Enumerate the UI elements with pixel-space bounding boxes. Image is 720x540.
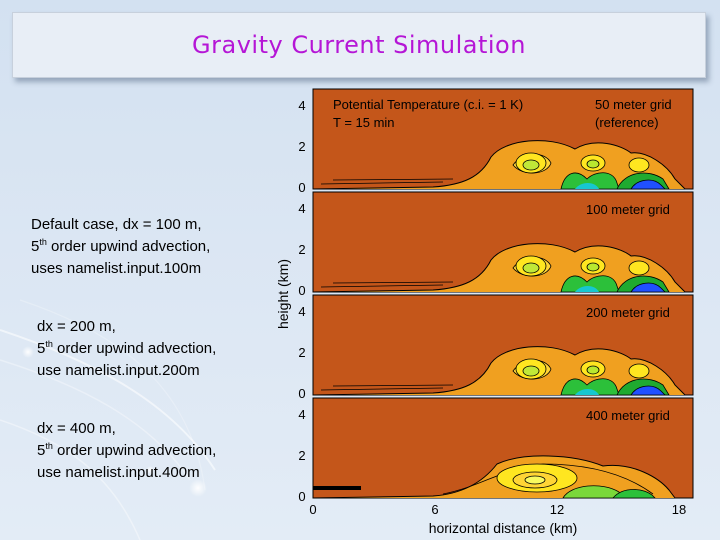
- text-line: Default case, dx = 100 m,: [31, 216, 202, 233]
- text-block-400m: dx = 400 m, 5th order upwind advection, …: [37, 418, 216, 484]
- x-tick-label: 12: [550, 502, 564, 517]
- panel-grid-label: 50 meter grid: [595, 97, 672, 112]
- y-tick-label: 0: [298, 283, 305, 298]
- text-line: 5th order upwind advection,: [31, 237, 211, 256]
- x-tick-label: 0: [309, 502, 316, 517]
- y-tick-label: 4: [298, 201, 305, 216]
- y-tick-label: 2: [298, 448, 305, 463]
- slide-title: Gravity Current Simulation: [192, 31, 526, 59]
- x-tick-label: 18: [672, 502, 686, 517]
- panel-grid-label: 400 meter grid: [586, 408, 670, 423]
- y-tick-label: 4: [298, 304, 305, 319]
- title-box: Gravity Current Simulation: [12, 12, 706, 78]
- panel-grid-label: 100 meter grid: [586, 202, 670, 217]
- plot-panel-400m: 400 meter grid: [312, 397, 694, 499]
- y-tick-label: 2: [298, 242, 305, 257]
- text-line: uses namelist.input.100m: [31, 260, 202, 277]
- text-line: dx = 200 m,: [37, 318, 116, 335]
- plot-panel-200m: 200 meter grid: [312, 294, 694, 396]
- x-axis-label: horizontal distance (km): [429, 520, 578, 536]
- text-line: use namelist.input.200m: [37, 362, 200, 379]
- plot-panel-50m: Potential Temperature (c.i. = 1 K) T = 1…: [312, 88, 694, 190]
- x-tick-labels: 0 6 12 18: [309, 502, 686, 517]
- panel-title: Potential Temperature (c.i. = 1 K): [333, 97, 523, 112]
- y-tick-label: 0: [298, 489, 305, 504]
- text-block-200m: dx = 200 m, 5th order upwind advection, …: [37, 316, 216, 382]
- text-line: 5th order upwind advection,: [37, 339, 217, 358]
- y-tick-labels: 4 2 0 4 2 0 4 2 0 4 2 0: [298, 98, 305, 504]
- text-line: dx = 400 m,: [37, 420, 116, 437]
- y-tick-label: 0: [298, 386, 305, 401]
- y-axis-label: height (km): [275, 259, 291, 329]
- simulation-figure: Potential Temperature (c.i. = 1 K) T = 1…: [275, 88, 694, 536]
- text-block-default-case: Default case, dx = 100 m, 5th order upwi…: [31, 214, 210, 280]
- x-tick-label: 6: [431, 502, 438, 517]
- text-line: use namelist.input.400m: [37, 464, 200, 481]
- y-tick-label: 2: [298, 345, 305, 360]
- y-tick-label: 4: [298, 407, 305, 422]
- panel-time: T = 15 min: [333, 115, 395, 130]
- panel-grid-label: 200 meter grid: [586, 305, 670, 320]
- panel-grid-sublabel: (reference): [595, 115, 659, 130]
- y-tick-label: 0: [298, 180, 305, 195]
- text-line: 5th order upwind advection,: [37, 441, 217, 460]
- y-tick-label: 2: [298, 139, 305, 154]
- y-tick-label: 4: [298, 98, 305, 113]
- plot-panel-100m: 100 meter grid: [312, 191, 694, 293]
